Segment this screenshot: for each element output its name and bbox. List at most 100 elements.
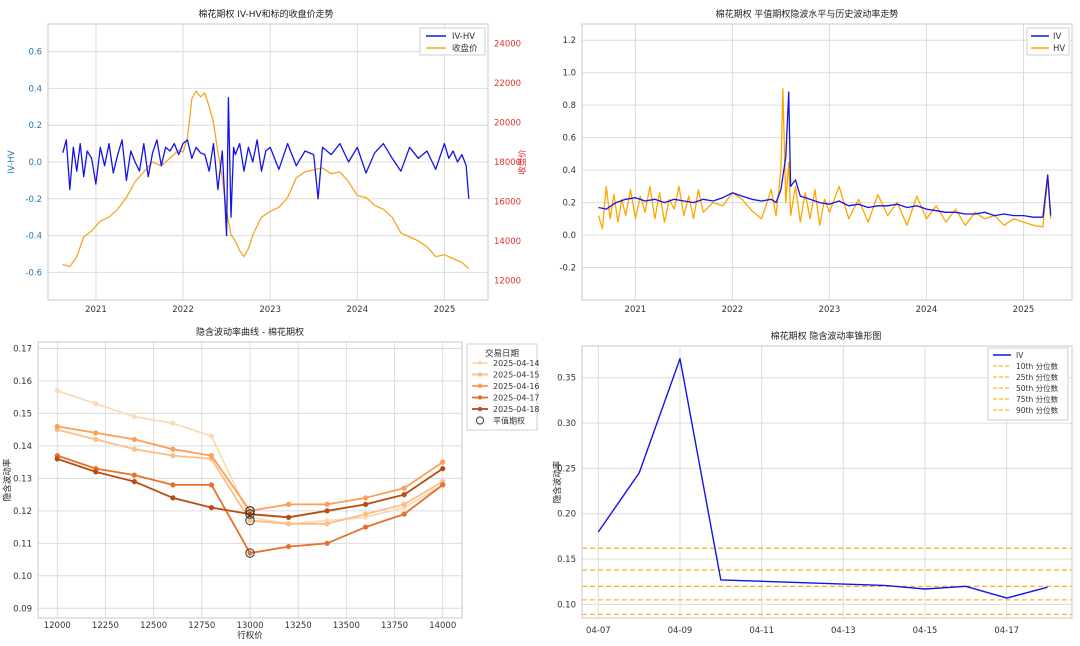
point-2025-04-18 bbox=[440, 466, 446, 472]
point-2025-04-14 bbox=[54, 388, 60, 394]
y-tick-label: 0.13 bbox=[13, 474, 32, 484]
y-tick-label: 0.4 bbox=[562, 166, 576, 176]
point-2025-04-16 bbox=[131, 436, 137, 443]
y-tick-label: 0.10 bbox=[13, 572, 32, 582]
y-tick-label: 0.16 bbox=[13, 377, 32, 387]
legend-label: 2025-04-18 bbox=[493, 405, 540, 414]
point-2025-04-17 bbox=[285, 543, 292, 550]
point-2025-04-17 bbox=[131, 472, 137, 478]
point-2025-04-18 bbox=[131, 479, 137, 485]
chart-iv-hv-close: 棉花期权 IV-HV和标的收盘价走势 2021 2022 2023 2024 2025 -… bbox=[7, 8, 528, 315]
legend-label: 平值期权 bbox=[493, 416, 525, 426]
point-2025-04-14 bbox=[131, 414, 137, 420]
x-tick-label: 12750 bbox=[188, 621, 215, 631]
x-tick-label: 04-07 bbox=[586, 626, 611, 636]
x-tick-label: 13750 bbox=[381, 621, 408, 631]
point-2025-04-18 bbox=[93, 469, 99, 475]
legend-marker-2025-04-15 bbox=[477, 372, 483, 377]
y-tick-label: 1.0 bbox=[562, 69, 576, 79]
legend-label: 2025-04-14 bbox=[493, 359, 540, 368]
y-tick-label: 0.35 bbox=[557, 374, 576, 384]
y-tick-label: 0.4 bbox=[28, 84, 42, 94]
x-tick-label: 04-13 bbox=[831, 626, 856, 636]
legend-label: 50th 分位数 bbox=[1016, 383, 1059, 393]
chart3-ylabel: 隐含波动率 bbox=[2, 458, 13, 501]
point-2025-04-15 bbox=[247, 517, 253, 524]
point-2025-04-18 bbox=[285, 514, 292, 520]
legend-label-hv: HV bbox=[1053, 44, 1065, 54]
x-tick-label: 04-17 bbox=[994, 626, 1019, 636]
point-2025-04-15 bbox=[170, 453, 176, 459]
chart1-legend: IV-HV 收盘价 bbox=[419, 27, 486, 56]
legend-marker-2025-04-14 bbox=[477, 360, 483, 366]
x-tick-label: 04-09 bbox=[668, 626, 693, 636]
chart-iv-cone: 棉花期权 隐含波动率锥形图 04-07 04-09 04-11 04-13 04-15 0… bbox=[552, 330, 1073, 636]
x-tick-label: 04-11 bbox=[749, 626, 774, 636]
y-tick-label: 1.2 bbox=[562, 36, 576, 46]
x-tick-label: 12500 bbox=[140, 621, 167, 631]
legend-label: 10th 分位数 bbox=[1016, 361, 1059, 371]
y-tick-label: 0.15 bbox=[13, 409, 32, 419]
y-tick-label: 0.09 bbox=[13, 604, 32, 614]
x-tick-label: 2021 bbox=[625, 305, 647, 315]
legend-label: 2025-04-17 bbox=[493, 394, 540, 403]
chart3-plot-area bbox=[37, 341, 463, 619]
x-tick-label: 12250 bbox=[92, 621, 119, 631]
point-2025-04-17 bbox=[363, 524, 369, 530]
x-tick-label: 2024 bbox=[346, 305, 368, 315]
chart1-ylabel: IV-HV bbox=[7, 150, 17, 173]
y-tick-label: 0.15 bbox=[557, 555, 576, 565]
y2-tick-label: 18000 bbox=[494, 158, 521, 168]
y2-tick-label: 12000 bbox=[494, 276, 521, 286]
point-2025-04-18 bbox=[363, 501, 369, 507]
chart3-xlabel: 行权价 bbox=[237, 630, 263, 641]
series-iv bbox=[598, 91, 1052, 218]
y-tick-label: 0.2 bbox=[562, 199, 576, 209]
legend-marker-2025-04-18 bbox=[477, 406, 483, 412]
x-tick-label: 2023 bbox=[259, 305, 281, 315]
y-tick-label: 0.10 bbox=[557, 600, 576, 610]
point-2025-04-16 bbox=[401, 485, 407, 491]
point-2025-04-18 bbox=[247, 511, 253, 517]
point-2025-04-18 bbox=[324, 508, 330, 514]
point-2025-04-17 bbox=[247, 550, 253, 556]
point-2025-04-15 bbox=[93, 436, 99, 443]
atm-marker bbox=[245, 506, 255, 516]
chart1-plot-area bbox=[47, 23, 489, 301]
x-tick-label: 13500 bbox=[333, 621, 360, 631]
legend-marker-2025-04-16 bbox=[477, 383, 483, 389]
legend-label: 25th 分位数 bbox=[1016, 372, 1059, 382]
chart4-title: 棉花期权 隐含波动率锥形图 bbox=[771, 330, 882, 342]
legend-label: 2025-04-15 bbox=[493, 371, 540, 380]
y-tick-label: 0.20 bbox=[557, 510, 576, 520]
y2-tick-label: 16000 bbox=[494, 197, 521, 207]
atm-marker bbox=[245, 515, 255, 526]
y-tick-label: 0.0 bbox=[28, 158, 42, 168]
y-tick-label: 0.17 bbox=[13, 344, 32, 354]
point-2025-04-16 bbox=[285, 501, 292, 507]
y2-tick-label: 22000 bbox=[494, 79, 521, 89]
point-2025-04-16 bbox=[93, 430, 99, 436]
y-tick-label: 0.6 bbox=[562, 134, 576, 144]
point-2025-04-14 bbox=[93, 401, 99, 407]
chart-iv-smile: 隐含波动率曲线 - 棉花期权 12000 12250 12500 12750 13000… bbox=[2, 326, 540, 641]
point-2025-04-18 bbox=[170, 495, 176, 501]
y2-tick-label: 14000 bbox=[494, 237, 521, 247]
chart4-plot-area bbox=[581, 345, 1073, 619]
series-hv bbox=[597, 88, 1052, 230]
legend-label: 90th 分位数 bbox=[1016, 405, 1059, 415]
y2-tick-label: 24000 bbox=[494, 40, 521, 50]
x-tick-label: 2024 bbox=[916, 305, 938, 315]
x-tick-label: 2023 bbox=[819, 305, 841, 315]
point-2025-04-16 bbox=[208, 453, 215, 459]
y-tick-label: 0.14 bbox=[13, 442, 32, 452]
x-tick-label: 13250 bbox=[285, 621, 312, 631]
chart1-title: 棉花期权 IV-HV和标的收盘价走势 bbox=[198, 8, 333, 20]
y-tick-label: 0.8 bbox=[562, 101, 576, 111]
point-2025-04-18 bbox=[208, 505, 215, 511]
point-2025-04-16 bbox=[324, 501, 330, 507]
point-2025-04-17 bbox=[324, 540, 330, 546]
point-2025-04-16 bbox=[54, 423, 60, 430]
